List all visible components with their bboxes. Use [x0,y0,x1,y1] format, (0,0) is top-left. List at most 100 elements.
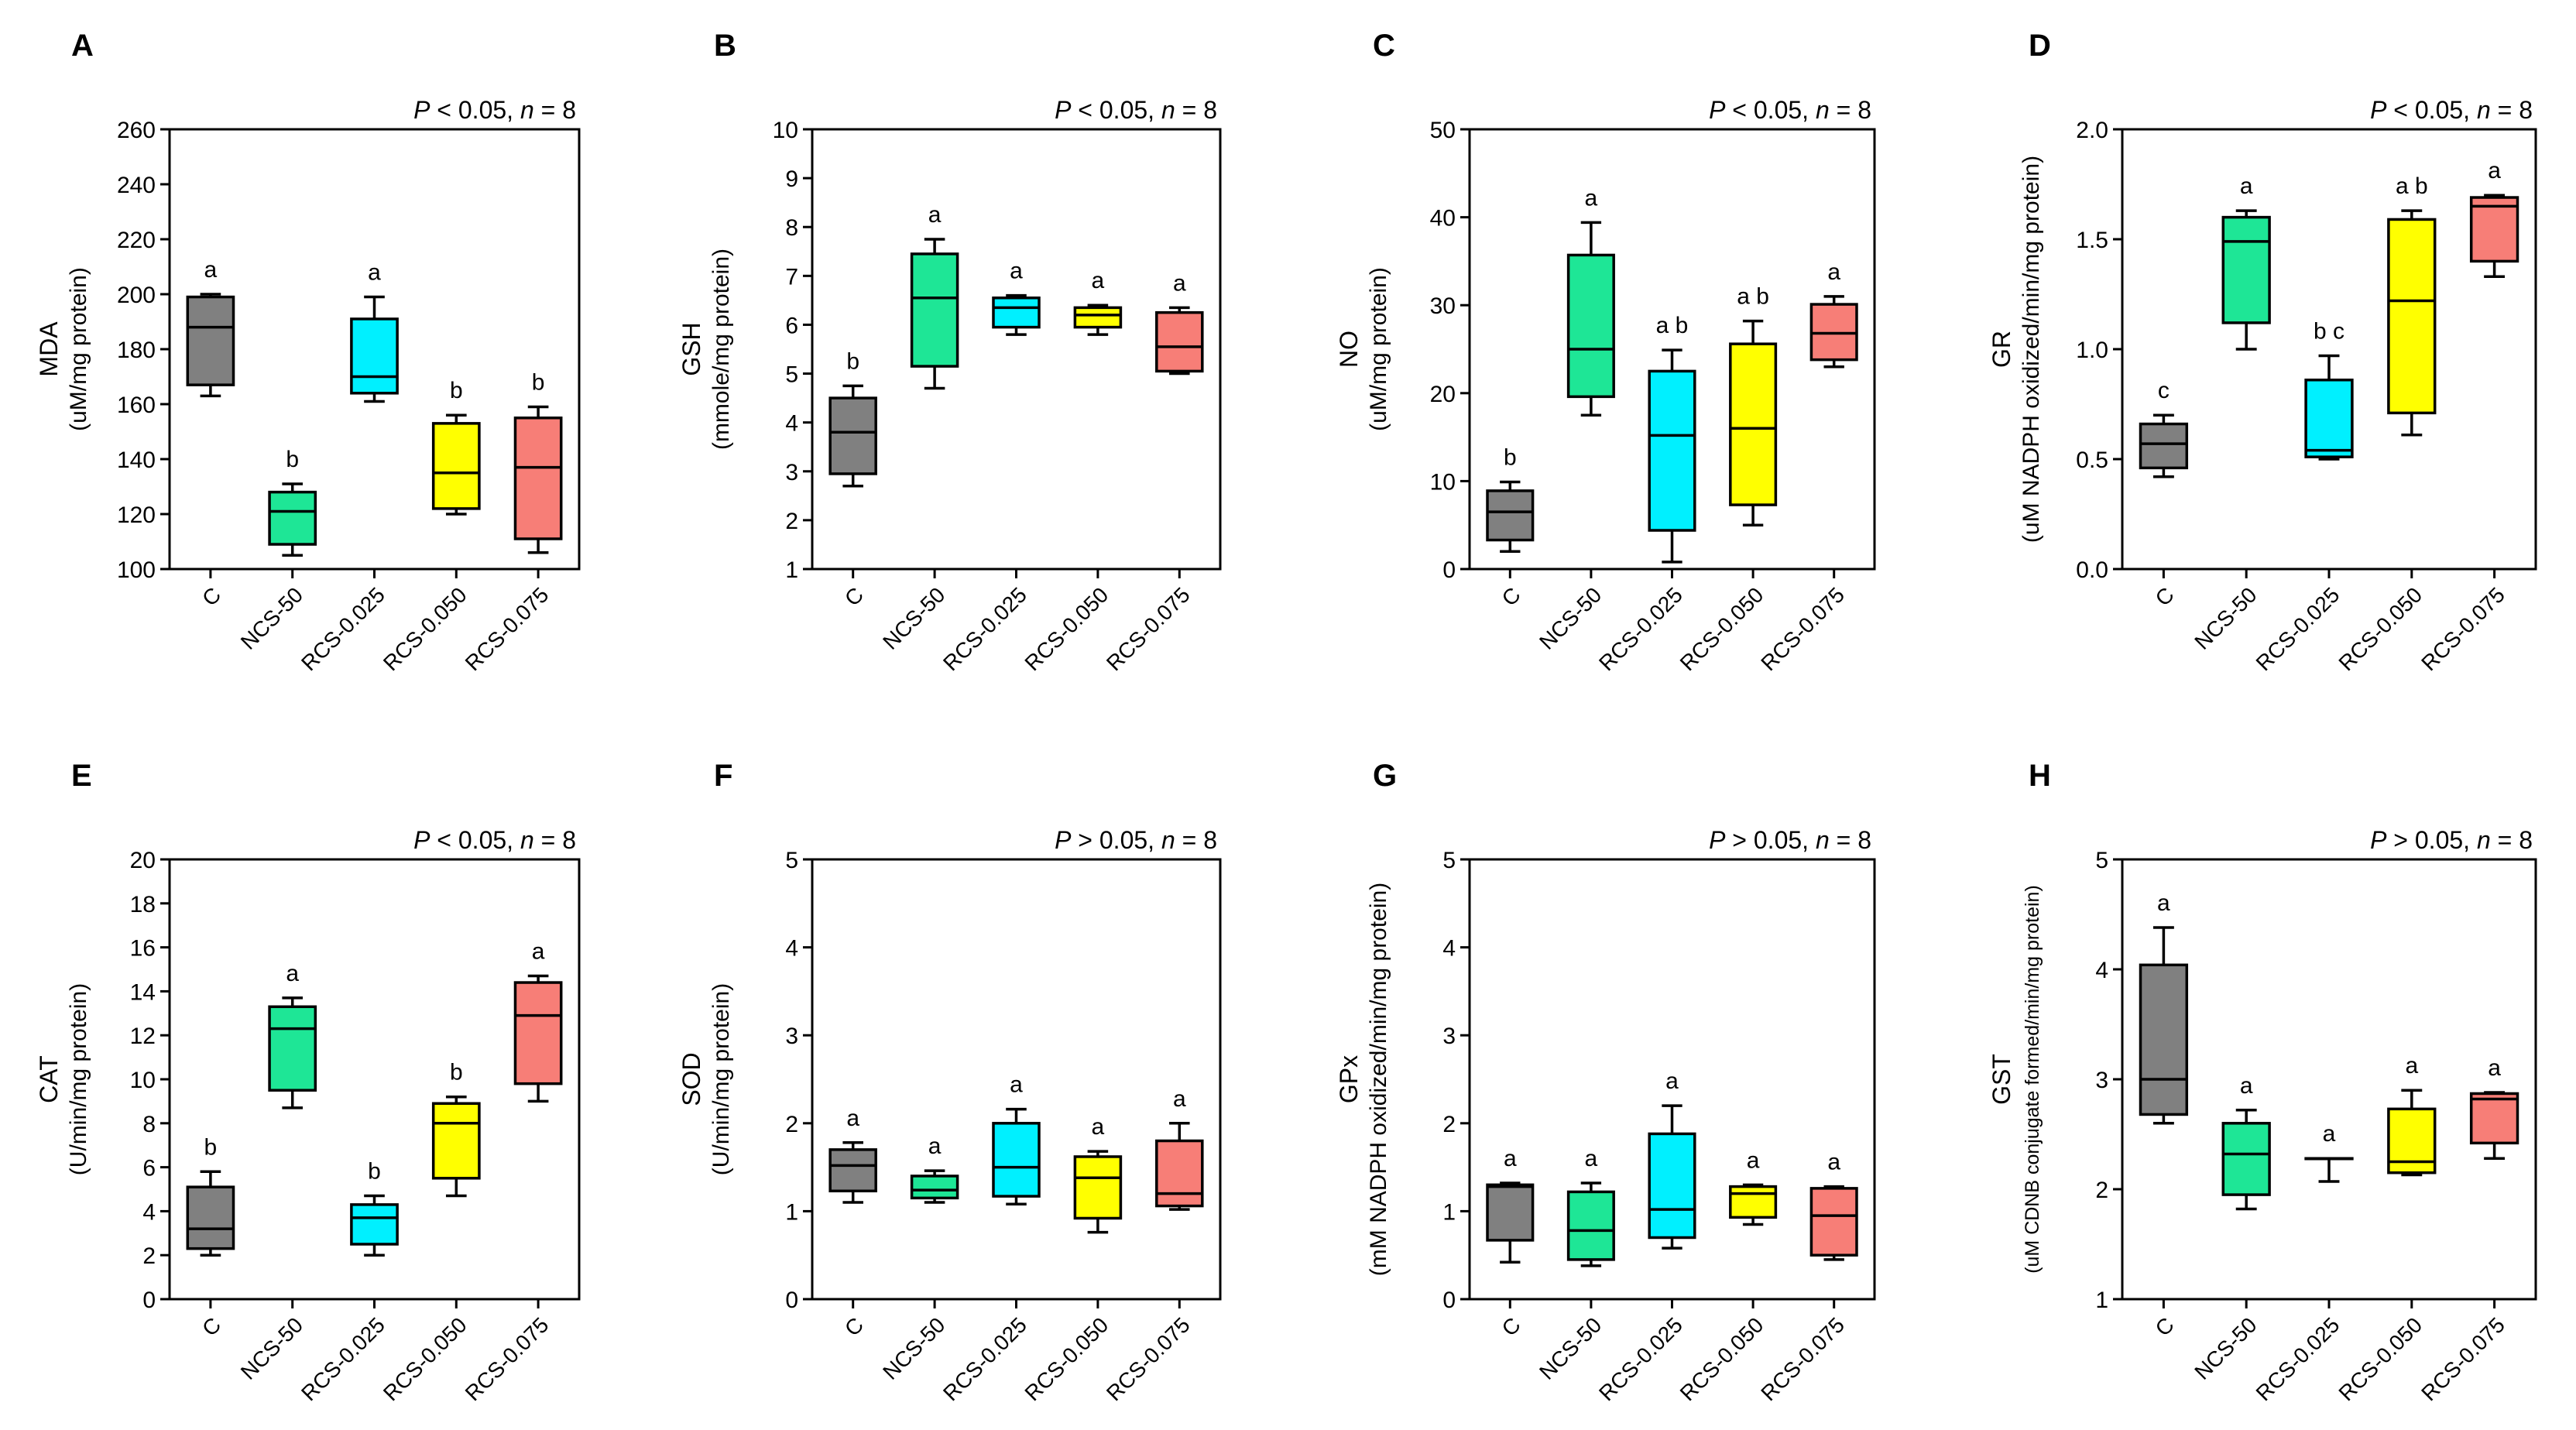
stat-p-symbol: P [1055,96,1072,124]
stat-n-symbol: n [520,96,534,124]
stat-n-value: = 8 [2491,96,2533,124]
box-rcs-0050: b [431,378,481,516]
y-tick-label: 1 [2095,1288,2108,1313]
stat-label: P > 0.05, n = 8 [2370,826,2533,854]
stat-p-symbol: P [2370,826,2387,854]
box-rcs-0050: a [1073,268,1123,336]
x-tick-label: RCS-0.025 [297,583,389,676]
y-tick-label: 120 [117,502,156,528]
significance-letter: b c [2314,319,2344,345]
y-tick-label: 260 [117,118,156,143]
significance-letter: a [1092,268,1105,293]
x-tick-label: RCS-0.025 [297,1313,389,1406]
stat-label: P > 0.05, n = 8 [1709,826,1871,854]
stat-n-symbol: n [1816,826,1830,854]
y-axis-unit: (mmole/mg protein) [708,249,734,450]
stat-p-value: < 0.05, [1725,96,1816,124]
significance-letter: a [928,1133,942,1159]
box-iqr [1155,1139,1204,1208]
y-tick-label: 2 [1442,1112,1456,1137]
y-tick-label: 0 [142,1288,156,1313]
significance-letter: a [2323,1121,2336,1147]
box-iqr [2469,1092,2519,1145]
stat-n-value: = 8 [1830,96,1871,124]
stat-label: P < 0.05, n = 8 [1055,96,1217,124]
stat-n-symbol: n [2477,96,2491,124]
box-iqr [350,1203,399,1246]
stat-p-value: < 0.05, [430,826,520,854]
significance-letter: a [204,257,218,283]
significance-letter: a [286,961,299,986]
significance-letter: a [928,202,942,228]
box-iqr [1648,1132,1696,1240]
x-tick-label: C [1497,583,1525,611]
y-axis-unit: (mM NADPH oxidized/min/mg protein) [1366,883,1391,1276]
box-iqr [431,1102,481,1180]
x-tick-label: RCS-0.050 [1676,1313,1768,1406]
panel-f: F P > 0.05, n = 8 0 1 2 3 4 5 SOD (U/min/mg prote… [677,759,1222,1406]
x-tick-label: C [197,583,225,611]
significance-letter: b [450,378,463,403]
y-tick-label: 12 [130,1024,156,1049]
box-c: b [186,1134,235,1257]
x-tick-label: RCS-0.075 [1102,1313,1195,1406]
box-iqr [1648,369,1696,532]
y-tick-label: 7 [785,264,798,290]
box-iqr [2387,218,2437,415]
stat-p-value: < 0.05, [1071,96,1161,124]
box-rcs-0075: a [513,939,563,1103]
box-rcs-0050: a b [1729,284,1778,526]
x-tick-label: RCS-0.050 [1676,583,1768,676]
x-tick-label: RCS-0.050 [1020,1313,1113,1406]
significance-letter: a [2240,1073,2253,1099]
y-axis-title: SOD [677,1052,705,1106]
y-tick-label: 2.0 [2076,118,2108,143]
y-tick-label: 10 [130,1068,156,1093]
box-iqr [1566,253,1615,399]
stat-p-value: > 0.05, [1725,826,1816,854]
y-tick-label: 3 [1442,1024,1456,1049]
y-tick-label: 5 [2095,848,2108,873]
significance-letter: a b [1656,313,1689,338]
stat-n-value: = 8 [1175,826,1217,854]
box-c: a [2139,890,2189,1125]
y-tick-label: 4 [142,1199,156,1225]
significance-letter: b [204,1134,218,1160]
x-tick-label: RCS-0.050 [2334,1313,2427,1406]
box-rcs-0050: a [2387,1053,2437,1177]
panel-letter: G [1373,759,1397,793]
significance-letter: a [368,260,381,286]
plot-frame [2121,128,2537,571]
y-tick-label: 8 [142,1112,156,1137]
box-iqr [186,1185,235,1250]
y-tick-label: 5 [785,848,798,873]
box-iqr [992,1122,1041,1198]
box-iqr [2387,1107,2437,1175]
y-axis-unit: (uM/mg protein) [66,267,91,431]
box-iqr [1486,1183,1535,1242]
significance-letter: b [368,1159,381,1185]
significance-letter: b [1504,445,1517,471]
stat-p-symbol: P [1709,96,1726,124]
x-tick-label: RCS-0.075 [2417,1313,2509,1406]
box-rcs-0050: b [431,1060,481,1198]
panel-letter: E [71,759,92,793]
stat-p-symbol: P [2370,96,2387,124]
x-tick-label: RCS-0.050 [2334,583,2427,676]
y-tick-label: 3 [785,460,798,485]
box-rcs-0050: a [1073,1114,1123,1234]
stat-p-value: > 0.05, [2386,826,2477,854]
x-tick-label: RCS-0.025 [938,583,1031,676]
x-tick-label: RCS-0.075 [1756,1313,1849,1406]
y-axis-title: GSH [677,322,705,376]
significance-letter: a [1827,259,1840,285]
significance-letter: a [1173,270,1186,296]
y-tick-label: 9 [785,166,798,192]
y-tick-label: 0.0 [2076,557,2108,583]
panel-h: H P > 0.05, n = 8 1 2 3 4 5 GST (uM CDNB conjuga… [1988,759,2537,1406]
stat-n-symbol: n [1161,96,1175,124]
panel-c: C P < 0.05, n = 8 0 10 20 30 40 50 NO (uM/mg prot… [1335,29,1876,676]
x-tick-label: NCS-50 [236,1313,307,1384]
x-tick-label: NCS-50 [878,583,949,654]
